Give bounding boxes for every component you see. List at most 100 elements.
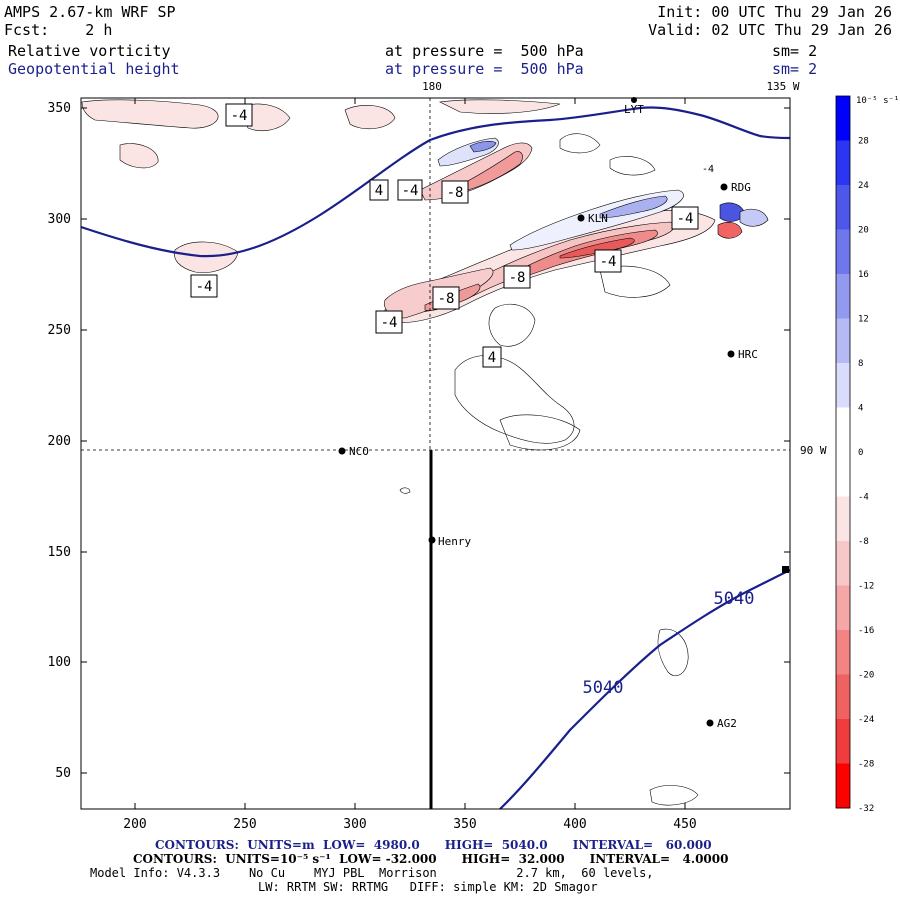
x-tick-label: 200 — [123, 817, 146, 832]
x-tick-label: 450 — [673, 817, 696, 832]
vort-label: 4 — [488, 350, 496, 366]
vorticity-field — [81, 99, 769, 806]
stations: NCO Henry HRC KLN RDG AG2 LYT — [338, 97, 789, 730]
colorbar-swatch — [836, 541, 850, 586]
x-tick-label: 300 — [343, 817, 366, 832]
field2-name: Geopotential height — [8, 60, 180, 78]
colorbar-label: 8 — [858, 359, 863, 369]
height-contour-5040-lower — [499, 569, 791, 810]
vort-label: -4 — [677, 211, 694, 227]
init-time: Init: 00 UTC Thu 29 Jan 26 — [657, 3, 892, 21]
meridian-label-135w: 135 W — [766, 80, 799, 93]
station-marker — [428, 536, 436, 544]
x-tick-label: 400 — [563, 817, 586, 832]
forecast-label: Fcst: 2 h — [4, 22, 112, 39]
station-label: RDG — [731, 181, 751, 194]
station-marker — [720, 183, 728, 191]
colorbar-label: 4 — [858, 404, 863, 414]
colorbar-label: 0 — [858, 448, 863, 458]
footer-height-contours: CONTOURS: UNITS=m LOW= 4980.0 HIGH= 5040… — [155, 838, 712, 852]
vort-scatter-2 — [609, 156, 656, 176]
station-marker — [782, 566, 789, 573]
vort-scatter-4 — [499, 414, 581, 451]
vort-pos-blob-3 — [657, 628, 689, 676]
vort-neg-blob-1 — [81, 99, 219, 129]
vort-scatter-3 — [599, 265, 671, 298]
vorticity-labels: -4 4 -4 -8 -4 -8 -8 -4 -4 -4 4 -4 — [190, 103, 714, 368]
y-tick-label: 100 — [48, 655, 71, 670]
footer-vort-contours: CONTOURS: UNITS=10⁻⁵ s⁻¹ LOW= -32.000 HI… — [133, 852, 729, 866]
vort-neg-blob-3 — [174, 241, 239, 273]
station-marker — [631, 97, 637, 103]
colorbar-swatch — [836, 585, 850, 631]
colorbar-swatch — [836, 496, 850, 542]
colorbar-units: 10⁻⁵ s⁻¹ — [856, 96, 899, 106]
colorbar-swatches — [836, 96, 850, 809]
plot-frame — [80, 97, 791, 810]
x-tick-label: 350 — [453, 817, 476, 832]
y-tick-label: 250 — [48, 323, 71, 338]
colorbar-swatch — [836, 407, 850, 453]
valid-time: Valid: 02 UTC Thu 29 Jan 26 — [648, 21, 892, 39]
y-tick-label: 350 — [48, 101, 71, 116]
y-tick-label: 150 — [48, 545, 71, 560]
colorbar-label: -32 — [858, 804, 874, 814]
vort-label: -8 — [447, 185, 464, 201]
station-marker — [706, 719, 714, 727]
vort-pos-blob-2 — [488, 304, 536, 347]
footer-physics: LW: RRTM SW: RRTMG DIFF: simple KM: 2D S… — [258, 880, 598, 894]
vort-ne-cluster-neg — [717, 222, 743, 239]
station-marker — [338, 447, 346, 455]
vort-label: -4 — [231, 108, 248, 124]
colorbar-label: 16 — [858, 270, 869, 280]
colorbar-swatch — [836, 185, 850, 230]
station-label: KLN — [588, 212, 608, 225]
colorbar-label: -12 — [858, 582, 874, 592]
vort-label: -4 — [600, 254, 617, 270]
height-label: 5040 — [714, 589, 755, 609]
colorbar-label: 28 — [858, 137, 869, 147]
vort-neg-blob-2 — [119, 143, 159, 169]
colorbar: 10⁻⁵ s⁻¹ 28 24 20 16 12 8 4 0 -4 -8 -12 -16 -20 -24 -2… — [835, 95, 899, 814]
height-contour-5040-upper — [80, 106, 791, 258]
colorbar-label: -8 — [858, 537, 869, 547]
vort-scatter-1 — [559, 133, 601, 154]
fcst-label: Fcst: — [4, 21, 50, 39]
field2-level: at pressure = 500 hPa — [385, 60, 584, 78]
colorbar-label: -16 — [858, 626, 874, 636]
station-label: AG2 — [717, 717, 737, 730]
colorbar-label: 20 — [858, 226, 869, 236]
colorbar-swatch — [836, 763, 850, 809]
y-tick-labels: 350 300 250 200 150 100 50 — [48, 101, 71, 781]
station-label: NCO — [349, 445, 369, 458]
fcst-value: 2 h — [85, 21, 113, 39]
field2-smoothing: sm= 2 — [772, 60, 818, 78]
colorbar-swatch — [836, 140, 850, 186]
station-marker — [727, 350, 735, 358]
x-ticks — [134, 98, 686, 809]
station-label: Henry — [438, 535, 471, 548]
vort-pos-band-core — [599, 195, 668, 219]
colorbar-swatch — [836, 630, 850, 675]
height-labels: 5040 5040 — [583, 589, 755, 698]
vort-label: -4 — [196, 279, 213, 295]
vort-upper-core — [459, 151, 523, 191]
meridian-label-180: 180 — [422, 80, 442, 93]
station-label: HRC — [738, 348, 758, 361]
x-tick-labels: 200 250 300 350 400 450 — [123, 817, 696, 832]
y-tick-label: 300 — [48, 212, 71, 227]
x-tick-label: 250 — [233, 817, 256, 832]
vort-neg-blob-6 — [438, 99, 561, 114]
y-ticks — [81, 107, 790, 774]
vort-neg-blob-5 — [344, 105, 396, 130]
colorbar-swatch — [836, 274, 850, 319]
colorbar-label: 12 — [858, 315, 869, 325]
y-tick-label: 200 — [48, 434, 71, 449]
vort-main-band-max — [559, 237, 635, 259]
footer-model-info: Model Info: V4.3.3 No Cu MYJ PBL Morriso… — [90, 866, 654, 880]
vort-pos-blob-4 — [649, 785, 699, 806]
colorbar-swatch — [836, 674, 850, 720]
colorbar-swatch — [836, 318, 850, 364]
colorbar-swatch — [836, 229, 850, 275]
